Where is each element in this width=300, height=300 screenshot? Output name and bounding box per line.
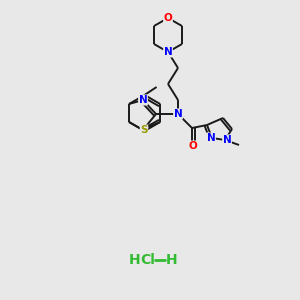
Text: Cl: Cl bbox=[141, 253, 155, 267]
Text: N: N bbox=[223, 135, 231, 145]
Text: N: N bbox=[174, 109, 182, 119]
Text: S: S bbox=[140, 125, 148, 135]
Text: N: N bbox=[207, 133, 215, 143]
Text: N: N bbox=[139, 95, 147, 105]
Text: H: H bbox=[129, 253, 141, 267]
Text: O: O bbox=[189, 141, 197, 151]
Text: N: N bbox=[164, 47, 172, 57]
Text: O: O bbox=[164, 13, 172, 23]
Text: H: H bbox=[166, 253, 178, 267]
